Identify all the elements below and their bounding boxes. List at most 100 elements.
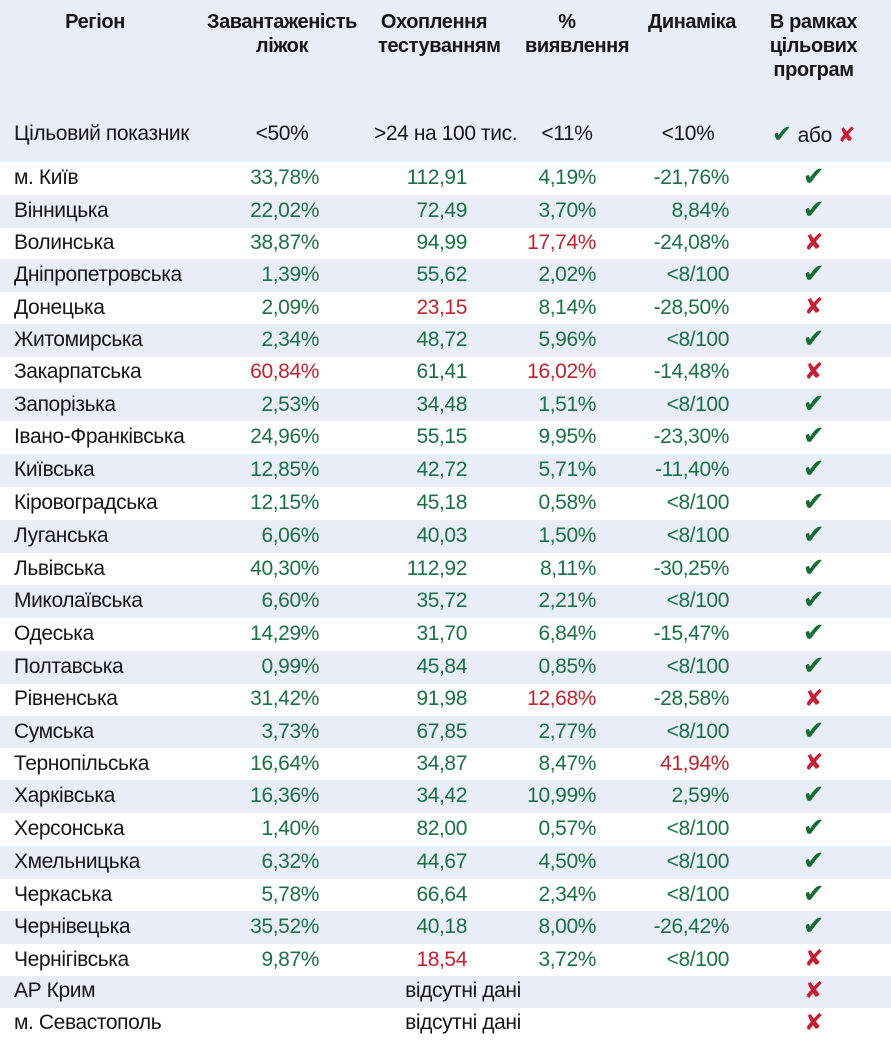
table-row: Закарпатська 60,84% 61,41 16,02% -14,48%… (0, 357, 891, 389)
check-icon: ✔ (802, 585, 825, 616)
target-program-mark-cell: ✘ (736, 228, 891, 260)
dynamics-value: 2,59% (671, 784, 729, 808)
check-icon: ✔ (802, 812, 825, 843)
target-program-mark-cell: ✔ (736, 911, 891, 944)
testing-coverage-value: 45,84 (416, 654, 467, 678)
region-name: Херсонська (14, 816, 125, 840)
table-row: Рівненська 31,42% 91,98 12,68% -28,58% ✘ (0, 684, 891, 716)
testing-coverage-value: 44,67 (416, 849, 467, 873)
dynamics-value: <8/100 (666, 263, 730, 287)
dynamics-value: <8/100 (666, 392, 730, 416)
region-name: Одеська (14, 622, 94, 646)
cross-icon: ✘ (804, 977, 823, 1004)
region-name: Сумська (14, 719, 94, 743)
cross-icon: ✘ (804, 946, 823, 973)
region-name: Запорізька (14, 392, 116, 416)
dynamics-value: -24,08% (653, 231, 730, 255)
testing-coverage-value: 40,18 (416, 915, 467, 939)
region-name: Харківська (14, 784, 115, 808)
check-icon: ✔ (771, 119, 792, 148)
detection-rate-value: 12,68% (527, 687, 596, 711)
table-row: Івано-Франківська 24,96% 55,15 9,95% -23… (0, 421, 891, 454)
check-icon: ✔ (802, 323, 825, 354)
table-row: Луганська 6,06% 40,03 1,50% <8/100 ✔ (0, 519, 891, 553)
bed-occupancy-value: 2,53% (261, 392, 319, 416)
detection-rate-value: 8,11% (540, 556, 596, 580)
check-icon: ✔ (802, 162, 825, 192)
table-row: Запорізька 2,53% 34,48 1,51% <8/100 ✔ (0, 388, 891, 422)
target-row-label: Цільовий показник (0, 105, 190, 162)
bed-occupancy-value: 6,60% (261, 589, 319, 613)
header-row: Регіон Завантаженість ліжок Охоплення те… (0, 0, 891, 105)
dynamics-value: -23,30% (653, 425, 730, 449)
target-program-mark-cell: ✔ (736, 651, 891, 684)
target-program-mark-cell: ✔ (736, 195, 891, 228)
detection-rate-value: 0,85% (538, 654, 596, 678)
bed-occupancy-value: 40,30% (250, 556, 319, 580)
testing-coverage-value: 91,98 (416, 687, 467, 711)
target-program-mark-cell: ✔ (736, 879, 891, 912)
check-icon: ✔ (802, 650, 825, 681)
target-program-mark-cell: ✔ (736, 716, 891, 749)
table-row: Чернівецька 35,52% 40,18 8,00% -26,42% ✔ (0, 911, 891, 945)
detection-rate-value: 9,95% (538, 425, 596, 449)
detection-rate-value: 1,50% (538, 523, 596, 547)
table-row: Львівська 40,30% 112,92 8,11% -30,25% ✔ (0, 553, 891, 586)
bed-occupancy-value: 22,02% (250, 198, 319, 222)
check-icon: ✔ (802, 194, 825, 225)
table-row: Тернопільська 16,64% 34,87 8,47% 41,94% … (0, 748, 891, 780)
bed-occupancy-value: 31,42% (250, 687, 319, 711)
target-testing-coverage: >24 на 100 тис. (374, 105, 518, 162)
dynamics-value: 8,84% (671, 198, 729, 222)
testing-coverage-value: 112,92 (406, 556, 468, 580)
target-program-mark-cell: ✔ (736, 421, 891, 454)
testing-coverage-value: 34,87 (416, 751, 467, 775)
cross-icon: ✘ (804, 1009, 823, 1036)
dynamics-value: -14,48% (653, 360, 730, 384)
bed-occupancy-value: 38,87% (250, 231, 319, 255)
target-program-mark-cell: ✔ (736, 780, 891, 813)
target-program-mark-cell: ✔ (736, 162, 891, 195)
table-row: Харківська 16,36% 34,42 10,99% 2,59% ✔ (0, 780, 891, 813)
target-indicator-row: Цільовий показник <50% >24 на 100 тис. <… (0, 105, 891, 162)
bed-occupancy-value: 12,85% (250, 458, 319, 482)
dynamics-value: <8/100 (666, 816, 730, 840)
table-row: Дніпропетровська 1,39% 55,62 2,02% <8/10… (0, 259, 891, 293)
target-bed-occupancy: <50% (190, 105, 374, 162)
region-name: Волинська (14, 231, 114, 255)
column-header-region: Регіон (0, 0, 190, 105)
region-name: АР Крим (14, 979, 96, 1003)
detection-rate-value: 16,02% (527, 360, 596, 384)
testing-coverage-value: 67,85 (416, 719, 467, 743)
detection-rate-value: 2,77% (538, 719, 596, 743)
table-row: Херсонська 1,40% 82,00 0,57% <8/100 ✔ (0, 813, 891, 846)
table-row: Вінницька 22,02% 72,49 3,70% 8,84% ✔ (0, 194, 891, 228)
detection-rate-value: 2,34% (538, 882, 596, 906)
testing-coverage-value: 61,41 (416, 360, 467, 384)
table-row: АР Крим відсутні дані ✘ (0, 975, 891, 1008)
check-icon: ✔ (802, 519, 825, 550)
table-row: м. Київ 33,78% 112,91 4,19% -21,76% ✔ (0, 162, 891, 195)
bed-occupancy-value: 14,29% (250, 622, 319, 646)
target-program-mark-cell: ✘ (736, 748, 891, 780)
dynamics-value: <8/100 (666, 654, 730, 678)
region-name: м. Київ (14, 166, 79, 189)
table-row: Чернігівська 9,87% 18,54 3,72% <8/100 ✘ (0, 944, 891, 976)
testing-coverage-value: 40,03 (416, 523, 467, 547)
target-program-mark-cell: ✔ (736, 520, 891, 553)
dynamics-value: -26,42% (653, 915, 730, 939)
region-name: Дніпропетровська (14, 263, 182, 287)
region-name: Донецька (14, 295, 105, 319)
region-name: Рівненська (14, 687, 118, 711)
testing-coverage-value: 23,15 (416, 295, 467, 319)
bed-occupancy-value: 16,36% (250, 784, 319, 808)
dynamics-value: -15,47% (653, 622, 730, 646)
detection-rate-value: 3,72% (538, 947, 596, 971)
region-name: Тернопільська (14, 751, 150, 775)
testing-coverage-value: 112,91 (406, 166, 468, 189)
detection-rate-value: 4,50% (538, 849, 596, 873)
dynamics-value: -28,58% (653, 687, 730, 711)
check-icon: ✔ (802, 715, 825, 746)
testing-coverage-value: 35,72 (416, 589, 467, 613)
